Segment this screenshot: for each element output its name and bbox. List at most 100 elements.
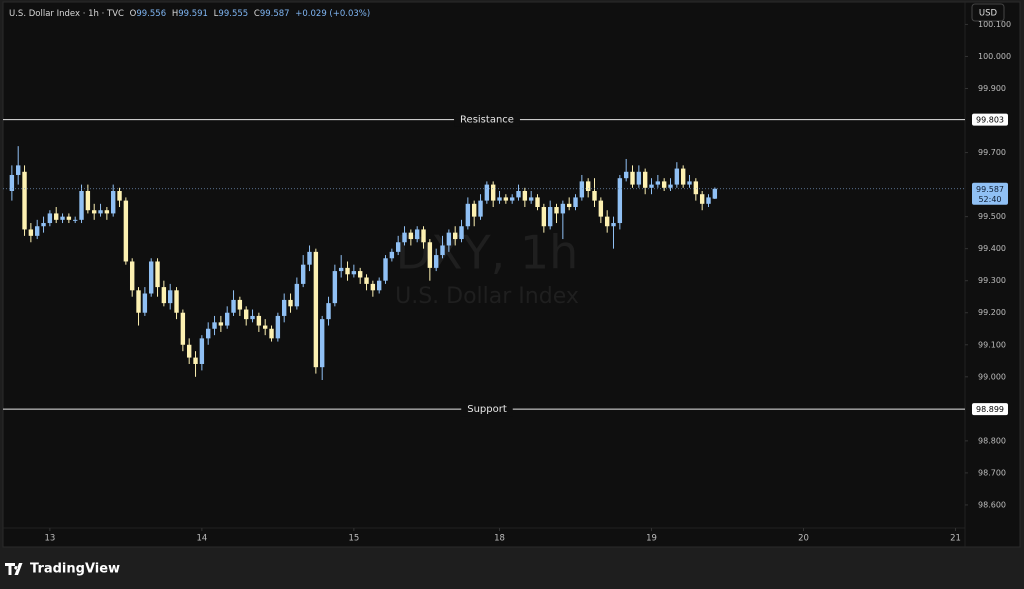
candle-body (313, 251, 319, 368)
x-tick-label: 21 (950, 534, 961, 544)
candle-body (110, 191, 116, 214)
candle-body (592, 191, 597, 201)
legend-low: 99.555 (218, 9, 248, 19)
candle-body (433, 255, 439, 268)
candle-body (440, 245, 445, 256)
y-tick-label: 98.800 (978, 436, 1006, 445)
candle-body (212, 322, 217, 329)
candle-body (459, 226, 464, 240)
candle-body (383, 258, 388, 281)
brand-logo: TradingView (5, 562, 120, 577)
candle-body (389, 251, 395, 259)
candle-body (497, 197, 502, 201)
level-label: Support (467, 404, 507, 415)
x-tick-label: 14 (196, 534, 207, 544)
y-tick-label: 99.300 (978, 276, 1006, 285)
candle-body (28, 229, 34, 236)
level-label: Resistance (460, 115, 514, 126)
candle-body (655, 181, 661, 185)
candle-body (262, 325, 268, 329)
candle-body (243, 309, 249, 320)
candle-body (186, 344, 192, 358)
candle-body (148, 261, 154, 294)
y-tick-label: 99.200 (978, 308, 1006, 317)
x-tick-label: 18 (494, 534, 505, 544)
candle-body (319, 319, 325, 368)
candle-body (712, 188, 718, 199)
x-tick-label: 20 (798, 534, 809, 544)
candle-body (579, 181, 585, 198)
candle-body (364, 277, 369, 284)
candle-body (421, 229, 426, 243)
candle-body (680, 168, 686, 185)
candle-body (218, 322, 224, 326)
legend-open: 99.556 (136, 9, 166, 19)
candle-body (85, 191, 91, 211)
candle-body (630, 171, 635, 185)
last-price-box (972, 182, 1008, 205)
candle-body (623, 171, 629, 179)
y-tick-label: 100.000 (978, 52, 1011, 61)
legend-change: +0.029 (+0.03%) (295, 9, 370, 19)
candle-body (117, 191, 122, 201)
candle-body (123, 200, 129, 262)
x-tick-label: 19 (646, 534, 657, 544)
candle-body (72, 219, 78, 221)
legend-low-label: L (214, 9, 219, 19)
chart-panel (2, 1, 1021, 548)
candle-body (9, 174, 15, 192)
candle-body (535, 197, 540, 208)
candle-body (307, 251, 312, 265)
candle-body (91, 210, 97, 214)
y-tick-label: 99.700 (978, 148, 1006, 157)
candle-body (53, 213, 59, 220)
candle-body (275, 315, 281, 339)
candle-body (465, 203, 471, 227)
candle-body (281, 299, 287, 316)
legend-high-label: H (172, 9, 178, 19)
x-tick-label: 15 (348, 534, 359, 544)
candle-body (427, 242, 433, 268)
candle-body (642, 171, 648, 188)
candle-body (541, 207, 547, 227)
candle-body (167, 290, 173, 304)
legend-high: 99.591 (178, 9, 208, 19)
candle-body (60, 216, 65, 220)
legend: U.S. Dollar Index · 1h · TVC O99.556 H99… (9, 9, 370, 19)
candle-body (408, 232, 414, 240)
candle-body (155, 261, 160, 288)
candle-body (34, 226, 40, 236)
level-price-box (972, 113, 1008, 126)
candle-body (687, 181, 692, 185)
candle-body (661, 181, 667, 188)
plot (3, 23, 968, 531)
candle-body (351, 271, 357, 275)
candle-body (288, 299, 293, 307)
candle-body (180, 312, 186, 345)
candle-body (503, 197, 509, 201)
legend-open-label: O (130, 9, 137, 19)
candle-body (370, 283, 376, 291)
candle-body (250, 315, 255, 320)
candle-body (699, 194, 705, 204)
currency-button[interactable] (971, 3, 1005, 22)
level-label-bg (454, 112, 520, 127)
candle-body (142, 293, 148, 313)
candle-body (98, 210, 103, 214)
candle-body (484, 184, 490, 201)
candle-body (129, 261, 135, 291)
candle-body (231, 299, 236, 313)
candle-body (41, 223, 46, 227)
candle-body (357, 271, 363, 278)
candle-body (269, 328, 274, 339)
currency-label[interactable]: USD (979, 9, 998, 19)
candle-body (199, 338, 205, 364)
candle-body (585, 181, 591, 192)
legend-close: 99.587 (260, 9, 290, 19)
candle-body (326, 303, 331, 320)
watermark-name: U.S. Dollar Index (395, 284, 579, 309)
candle-body (376, 280, 382, 291)
candle-body (693, 181, 699, 195)
candle-body (414, 229, 420, 240)
